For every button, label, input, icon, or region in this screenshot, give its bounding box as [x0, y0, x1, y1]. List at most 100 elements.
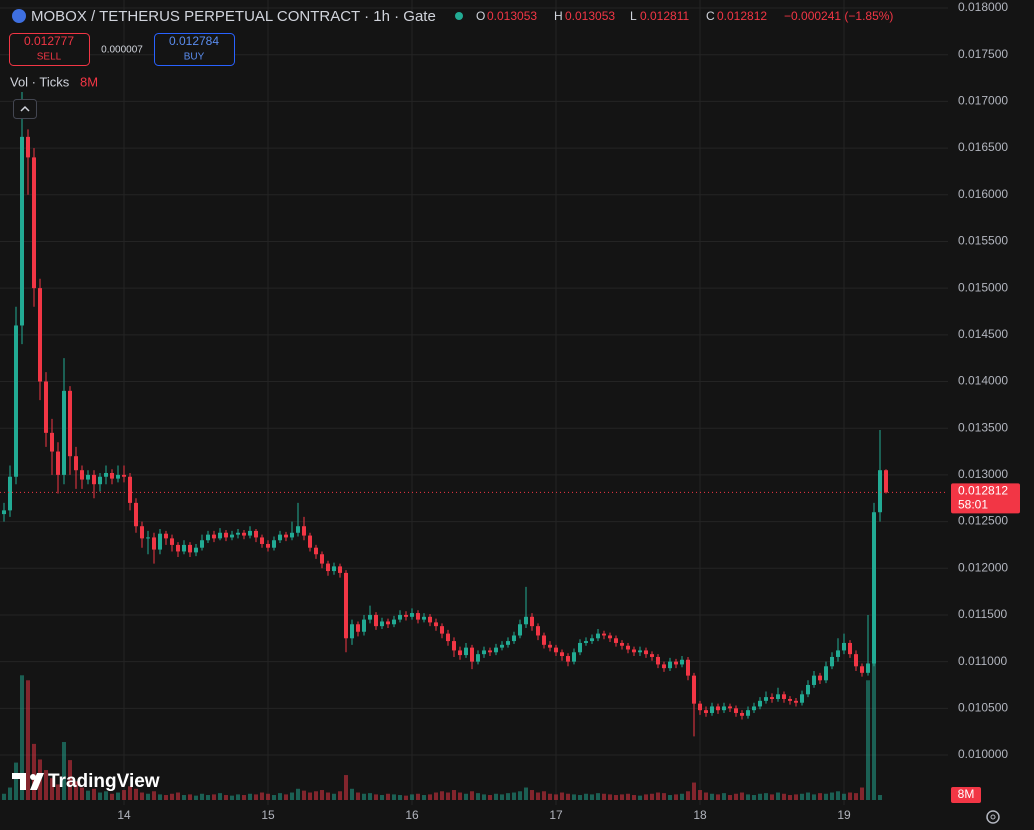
volume-bar: [716, 794, 720, 800]
candle-body: [602, 633, 606, 636]
volume-bar: [350, 788, 354, 800]
volume-bar: [146, 793, 150, 800]
candle-body: [296, 526, 300, 533]
volume-bar: [476, 793, 480, 800]
candle-body: [386, 621, 390, 625]
volume-bar: [656, 792, 660, 800]
volume-bar: [152, 791, 156, 800]
candle-body: [410, 613, 414, 617]
y-tick-label: 0.016500: [958, 140, 1008, 154]
y-tick-label: 0.017500: [958, 47, 1008, 61]
candle-body: [140, 526, 144, 539]
candle-body: [104, 473, 108, 477]
candle-body: [272, 540, 276, 548]
candle-body: [464, 647, 468, 656]
x-tick-label: 16: [405, 808, 419, 822]
y-tick-label: 0.015000: [958, 280, 1008, 294]
volume-bar: [422, 795, 426, 800]
candle-body: [176, 544, 180, 552]
volume-bar: [614, 795, 618, 800]
volume-bar: [482, 794, 486, 800]
candle-body: [788, 698, 792, 701]
volume-tag-value: 8M: [958, 787, 975, 801]
candle-body: [62, 390, 66, 475]
market-status[interactable]: [455, 12, 463, 20]
price-axis: [948, 0, 1034, 830]
volume-bar: [56, 784, 60, 800]
volume-bar: [872, 603, 876, 800]
volume-bar: [710, 793, 714, 800]
volume-bar: [164, 795, 168, 800]
candle-body: [590, 638, 594, 642]
y-tick-label: 0.012000: [958, 560, 1008, 574]
candle-body: [860, 666, 864, 673]
ohlc-value: 0.012811: [640, 9, 689, 23]
candle-body: [398, 614, 402, 620]
volume-bar: [752, 795, 756, 800]
volume-bar: [74, 781, 78, 800]
candle-body: [38, 288, 42, 382]
volume-bar: [530, 790, 534, 800]
volume-bar: [842, 793, 846, 800]
volume-bar: [92, 788, 96, 800]
collapse-button[interactable]: [13, 99, 37, 119]
y-tick-label: 0.017000: [958, 94, 1008, 108]
candle-body: [566, 656, 570, 662]
volume-bar: [302, 790, 306, 800]
candle-body: [278, 534, 282, 541]
volume-bar: [848, 792, 852, 800]
candle-body: [224, 532, 228, 538]
volume-bar: [758, 793, 762, 800]
volume-bar: [2, 793, 6, 800]
volume-bar: [812, 794, 816, 800]
buy-button[interactable]: [154, 33, 235, 66]
volume-bar: [548, 793, 552, 800]
volume-bar: [620, 794, 624, 800]
volume-bar: [50, 778, 54, 800]
candle-body: [350, 624, 354, 639]
candle-body: [56, 451, 60, 475]
candle-body: [404, 614, 408, 617]
volume-bar: [536, 792, 540, 800]
ohlc-key: L: [630, 9, 637, 23]
candle-body: [194, 547, 198, 553]
volume-bar: [686, 791, 690, 800]
candle-body: [836, 650, 840, 657]
candle-body: [368, 614, 372, 620]
candle-body: [212, 534, 216, 539]
volume-bar: [560, 792, 564, 800]
candle-body: [614, 638, 618, 643]
y-tick-label: 0.016000: [958, 187, 1008, 201]
candle-body: [314, 547, 318, 555]
x-tick-label: 18: [693, 808, 707, 822]
candle-body: [200, 540, 204, 548]
volume-bar: [242, 795, 246, 800]
volume-bar: [206, 795, 210, 800]
candle-body: [608, 635, 612, 639]
candle-body: [800, 694, 804, 703]
candle-body: [794, 700, 798, 703]
volume-bar: [458, 792, 462, 800]
candle-body: [644, 650, 648, 655]
candle-body: [632, 649, 636, 653]
candle-body: [470, 647, 474, 662]
candle-body: [548, 644, 552, 648]
candle-body: [128, 476, 132, 503]
candle-body: [854, 654, 858, 667]
volume-bar: [626, 793, 630, 800]
volume-bar: [80, 787, 84, 800]
candle-body: [260, 537, 264, 544]
candle-body: [356, 624, 360, 632]
volume-bar: [806, 792, 810, 800]
candle-body: [680, 659, 684, 665]
candle-body: [512, 635, 516, 642]
candle-body: [878, 470, 882, 513]
candle-body: [806, 684, 810, 695]
volume-bar: [140, 792, 144, 800]
volume-bar: [830, 792, 834, 800]
volume-bar: [542, 791, 546, 800]
settings-icon[interactable]: [986, 810, 1000, 824]
sell-button[interactable]: [9, 33, 90, 66]
ohlc-key: C: [706, 9, 715, 23]
